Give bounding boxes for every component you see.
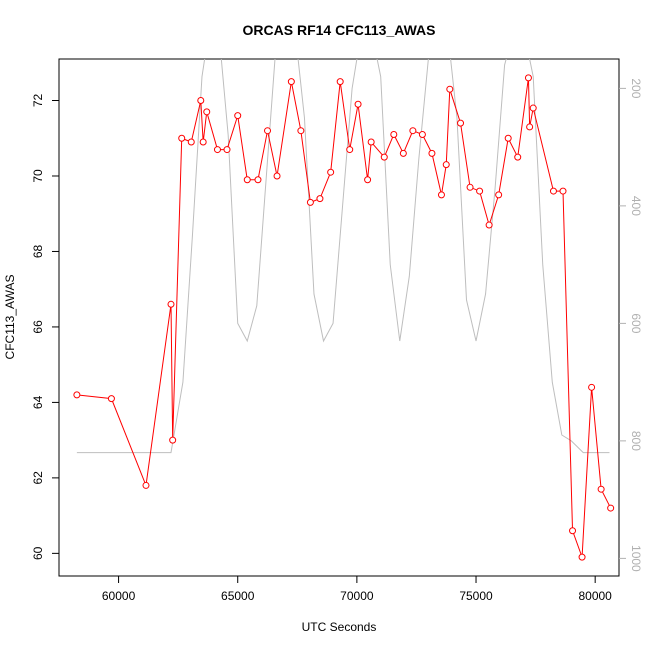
data-point: [514, 153, 522, 161]
data-point: [390, 130, 398, 138]
y2-tick-label: 400: [629, 196, 643, 216]
data-point: [264, 127, 272, 135]
data-point: [287, 78, 295, 86]
x-tick-label: 70000: [340, 589, 374, 603]
data-point: [446, 85, 454, 93]
data-point: [588, 383, 596, 391]
data-point: [197, 97, 205, 105]
data-point: [569, 527, 577, 535]
data-point: [178, 134, 186, 142]
data-point: [578, 553, 586, 561]
data-point: [607, 504, 615, 512]
y-tick-label: 62: [31, 471, 45, 485]
series-layer: [73, 59, 615, 561]
data-point: [254, 176, 262, 184]
x-tick-label: 65000: [221, 589, 255, 603]
data-point: [213, 146, 221, 154]
data-point: [142, 481, 150, 489]
data-point: [476, 187, 484, 195]
data-point: [485, 221, 493, 229]
data-point: [399, 149, 407, 157]
x-tick-label: 75000: [459, 589, 493, 603]
data-point: [243, 176, 251, 184]
data-point: [380, 153, 388, 161]
y-axis: 60 62 64 66 68 70 72: [31, 94, 59, 560]
data-point: [418, 130, 426, 138]
y2-tick-label: 200: [629, 78, 643, 98]
data-point: [297, 127, 305, 135]
data-point: [167, 300, 175, 308]
data-point: [223, 146, 231, 154]
data-point: [354, 100, 362, 108]
x-axis-label: UTC Seconds: [302, 620, 377, 634]
data-point: [529, 104, 537, 112]
y-tick-label: 66: [31, 320, 45, 334]
data-point: [495, 191, 503, 199]
data-point: [203, 108, 211, 116]
series-line-right: [76, 59, 610, 454]
data-point: [549, 187, 557, 195]
data-point: [273, 172, 281, 180]
data-point: [597, 485, 605, 493]
chart-title: ORCAS RF14 CFC113_AWAS: [243, 22, 436, 38]
data-point: [437, 191, 445, 199]
x-axis: 60000 65000 70000 75000 80000: [102, 576, 612, 603]
data-point: [504, 134, 512, 142]
data-point: [187, 138, 195, 146]
data-point: [234, 112, 242, 120]
data-point: [559, 187, 567, 195]
data-point: [306, 198, 314, 206]
data-point: [199, 138, 207, 146]
data-point: [524, 74, 532, 82]
x-tick-label: 60000: [102, 589, 136, 603]
x-tick-label: 80000: [578, 589, 612, 603]
data-point: [442, 161, 450, 169]
data-point: [316, 195, 324, 203]
y-tick-label: 72: [31, 94, 45, 108]
y-tick-label: 64: [31, 395, 45, 409]
data-point: [526, 123, 534, 131]
y-tick-label: 70: [31, 169, 45, 183]
data-point: [367, 138, 375, 146]
data-point: [107, 395, 115, 403]
data-point: [346, 146, 354, 154]
data-point: [457, 119, 465, 127]
data-point: [73, 391, 81, 399]
y2-tick-label: 600: [629, 313, 643, 333]
series-line: [76, 77, 612, 558]
data-point: [409, 127, 417, 135]
data-point: [169, 436, 177, 444]
data-point: [327, 168, 335, 176]
y2-axis: 200 400 600 800 1000: [619, 78, 643, 572]
y-tick-label: 60: [31, 546, 45, 560]
y-axis-label: CFC113_AWAS: [3, 275, 17, 360]
y2-tick-label: 800: [629, 431, 643, 451]
data-point: [428, 149, 436, 157]
data-point: [466, 183, 474, 191]
plot-frame: [58, 58, 620, 577]
data-point: [364, 176, 372, 184]
y-tick-label: 68: [31, 244, 45, 258]
y2-tick-label: 1000: [629, 545, 643, 572]
data-point: [336, 78, 344, 86]
